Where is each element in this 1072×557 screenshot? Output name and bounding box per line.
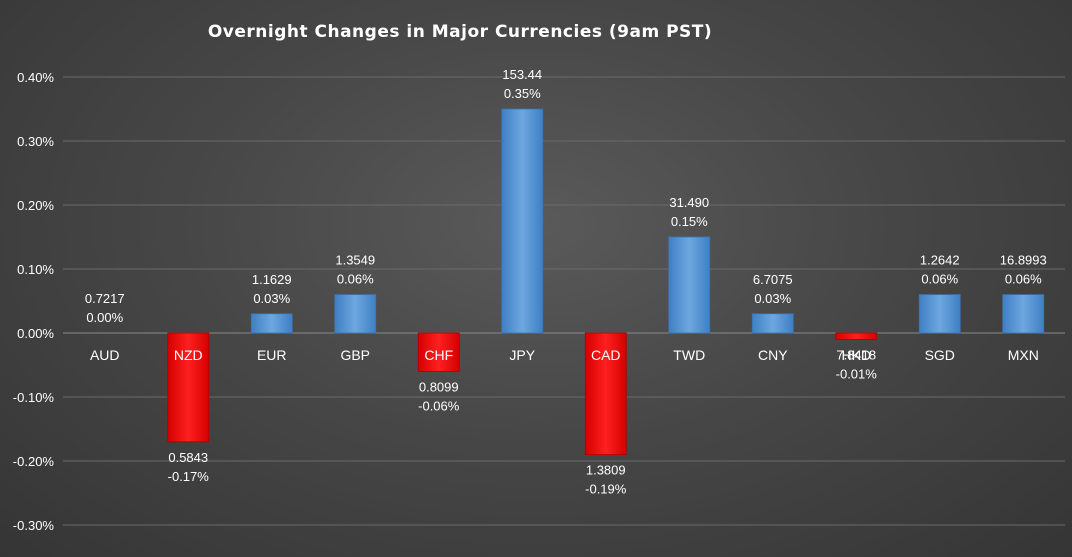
bar-twd — [668, 236, 711, 334]
y-tick-label: 0.30% — [17, 134, 54, 149]
category-label-nzd: NZD — [174, 347, 203, 363]
pct-label-hkd: -0.01% — [836, 366, 878, 381]
y-axis-ticks: 0.40% 0.30% 0.20% 0.10% 0.00% -0.10% -0.20% -0.… — [13, 70, 55, 533]
rate-label-jpy: 153.44 — [502, 67, 542, 82]
category-label-jpy: JPY — [509, 347, 535, 363]
pct-label-twd: 0.15% — [671, 214, 708, 229]
category-label-cny: CNY — [758, 347, 788, 363]
bar-cad — [584, 332, 627, 455]
y-tick-label: 0.10% — [17, 262, 54, 277]
y-tick-label: 0.40% — [17, 70, 54, 85]
category-label-cad: CAD — [591, 347, 621, 363]
pct-label-jpy: 0.35% — [504, 86, 541, 101]
pct-label-aud: 0.00% — [86, 310, 123, 325]
bar-hkd — [835, 332, 878, 340]
bar-cny — [751, 313, 794, 334]
bars — [167, 108, 1045, 455]
pct-label-cny: 0.03% — [754, 291, 791, 306]
pct-label-cad: -0.19% — [585, 482, 627, 497]
category-label-gbp: GBP — [340, 347, 370, 363]
rate-label-hkd: 7.8418 — [836, 347, 876, 362]
category-label-chf: CHF — [424, 347, 453, 363]
rate-label-nzd: 0.5843 — [168, 450, 208, 465]
category-label-sgd: SGD — [925, 347, 955, 363]
y-tick-label: -0.30% — [13, 518, 55, 533]
y-tick-label: 0.20% — [17, 198, 54, 213]
pct-label-chf: -0.06% — [418, 398, 460, 413]
category-label-eur: EUR — [257, 347, 287, 363]
rate-label-chf: 0.8099 — [419, 379, 459, 394]
pct-label-gbp: 0.06% — [337, 272, 374, 287]
data-labels: 0.7217 0.00% 0.5843 -0.17% 1.1629 0.03% 1.3549… — [85, 67, 1047, 497]
y-tick-label: -0.10% — [13, 390, 55, 405]
rate-label-sgd: 1.2642 — [920, 253, 960, 268]
bar-nzd — [167, 332, 210, 443]
rate-label-eur: 1.1629 — [252, 272, 292, 287]
bar-sgd — [918, 294, 961, 334]
x-axis-categories: AUD NZD EUR GBP CHF JPY CAD TWD CNY HKD SGD MXN — [90, 347, 1039, 363]
category-label-aud: AUD — [90, 347, 120, 363]
category-label-hkd: HKD — [841, 347, 871, 363]
rate-label-gbp: 1.3549 — [335, 253, 375, 268]
y-tick-label: -0.20% — [13, 454, 55, 469]
pct-label-nzd: -0.17% — [168, 469, 210, 484]
rate-label-mxn: 16.8993 — [1000, 253, 1047, 268]
pct-label-sgd: 0.06% — [921, 272, 958, 287]
rate-label-twd: 31.490 — [669, 195, 709, 210]
bar-mxn — [1002, 294, 1045, 334]
bar-eur — [250, 313, 293, 334]
bar-jpy — [501, 108, 544, 334]
rate-label-aud: 0.7217 — [85, 291, 125, 306]
rate-label-cad: 1.3809 — [586, 463, 626, 478]
category-label-mxn: MXN — [1008, 347, 1039, 363]
pct-label-eur: 0.03% — [253, 291, 290, 306]
y-tick-label: 0.00% — [17, 326, 54, 341]
bar-chf — [417, 332, 460, 372]
category-label-twd: TWD — [673, 347, 705, 363]
gridlines — [63, 76, 1065, 526]
bar-gbp — [334, 294, 377, 334]
pct-label-mxn: 0.06% — [1005, 272, 1042, 287]
chart-title: Overnight Changes in Major Currencies (9… — [208, 22, 712, 42]
rate-label-cny: 6.7075 — [753, 272, 793, 287]
